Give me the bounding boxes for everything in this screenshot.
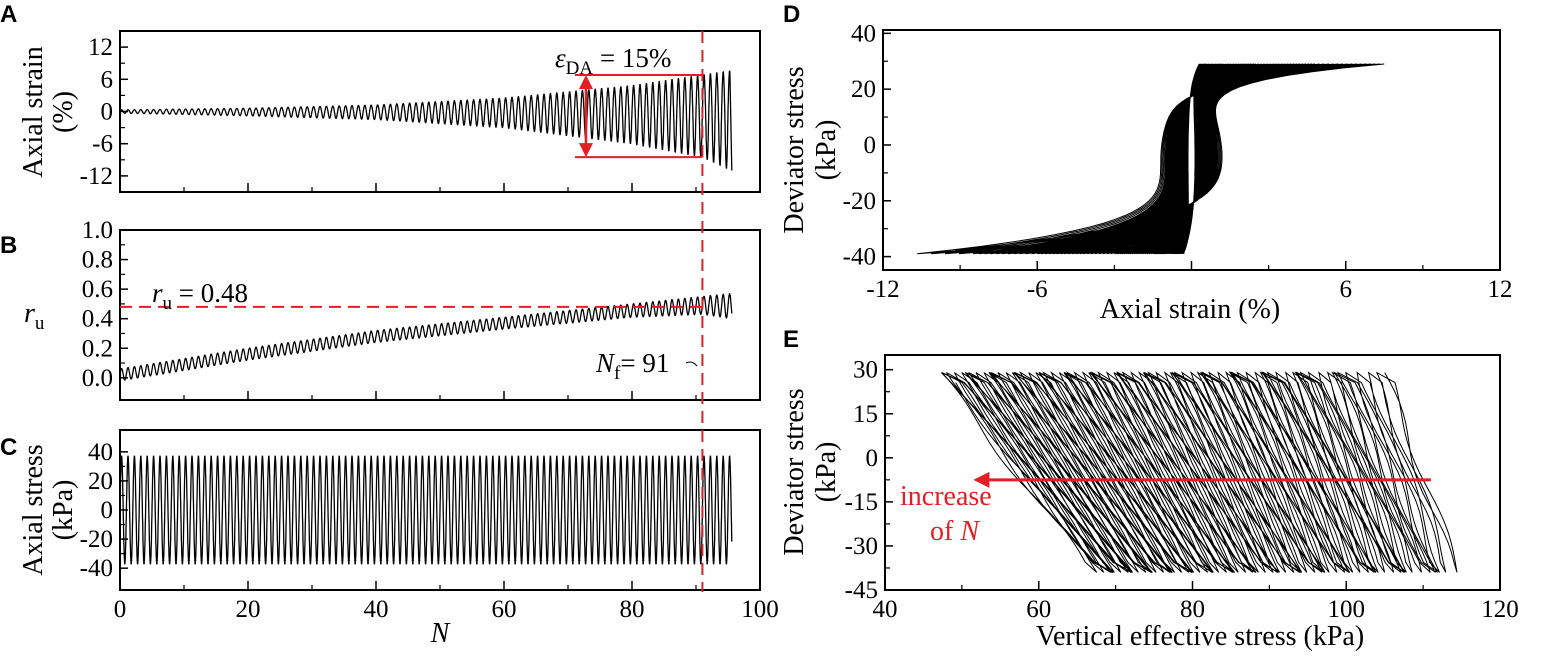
plot-frame [882,29,1501,271]
x-tick-label: 120 [1481,596,1519,623]
nf-annotation: Nf= 91 [595,348,669,384]
x-tick-label: 60 [1026,596,1051,623]
stress-strain-loops [917,63,1385,255]
symbol: r [152,278,163,308]
y-tick-label: -6 [92,131,113,158]
x-tick-label: 60 [492,596,517,623]
symbol: ε [555,43,566,73]
y-tick-label: 0 [101,99,114,126]
y-axis-label: (kPa) [811,120,842,181]
axial-strain-series [119,70,733,171]
y-axis-label: (kPa) [811,442,842,503]
y-tick-label: -30 [845,533,878,560]
nf-pointer-arrow [685,361,698,367]
y-tick-label: 6 [101,66,114,93]
pore-pressure-ratio-series [119,293,733,381]
panel-letter: E [783,326,799,353]
y-tick-label: 0.8 [82,247,113,274]
y-axis-label: (%) [48,91,79,133]
y-tick-label: -12 [80,163,113,190]
x-axis-label: N [430,618,451,649]
subscript: u [163,293,173,314]
of-text: of [930,516,960,547]
rest: = 91 [620,348,669,378]
y-axis-label: Axial stress [18,444,49,575]
x-tick-label: 20 [236,596,261,623]
y-axis-label: ru [24,298,45,334]
x-tick-label: 100 [1328,596,1366,623]
axial-stress-series [119,455,733,565]
x-tick-label: -12 [866,276,899,303]
y-axis-label: Deviator stress [779,66,810,233]
panel-letter: C [0,434,17,461]
of-n-label: of N [930,516,980,547]
n-symbol: N [959,516,980,547]
y-tick-label: 0 [866,445,879,472]
panel-letter: A [0,1,17,28]
eps-da-annotation: εDA = 15% [555,43,671,79]
panel-e: of N [884,354,1501,591]
y-axis-label: Deviator stress [779,388,810,555]
x-tick-label: 12 [1488,276,1513,303]
x-tick-label: 80 [620,596,645,623]
symbol: N [595,348,616,378]
panel-c [119,429,761,591]
y-tick-label: 40 [851,20,876,47]
y-tick-label: 0 [101,497,114,524]
subscript: f [614,363,621,384]
y-tick-label: 0.4 [82,306,114,333]
y-tick-label: -45 [845,577,878,604]
symbol: r [24,298,35,329]
panel-letter: B [0,232,17,259]
y-tick-label: -20 [843,188,876,215]
x-tick-label: -6 [1027,276,1048,303]
rest: = 0.48 [172,278,248,308]
rest: = 15% [593,43,671,73]
subscript: u [35,313,45,334]
panel-letter: D [783,1,800,28]
arrowhead-icon [973,471,990,488]
y-tick-label: 20 [851,76,876,103]
panel-a: εDA = 15% [119,30,761,193]
increase-label: increase [900,481,992,512]
x-axis-label: Axial strain (%) [1100,294,1280,325]
y-tick-label: 12 [88,34,113,61]
y-axis-label: Axial strain [18,46,49,177]
x-tick-label: 40 [364,596,389,623]
panel-d [882,29,1501,271]
x-tick-label: 6 [1340,276,1353,303]
y-tick-label: 1.0 [82,217,113,244]
y-tick-label: -40 [80,555,113,582]
x-tick-label: 100 [741,596,779,623]
y-tick-label: 0 [864,132,877,159]
effective-stress-path [941,371,1458,573]
y-axis-label: (kPa) [48,480,79,541]
y-tick-label: 15 [853,401,878,428]
y-tick-label: 0.6 [82,276,113,303]
y-tick-label: 0.2 [82,335,113,362]
y-tick-label: -20 [80,526,113,553]
x-tick-label: 80 [1180,596,1205,623]
x-tick-label: 40 [873,596,898,623]
y-tick-label: 20 [88,468,113,495]
y-tick-label: 0.0 [82,365,113,392]
x-axis-label: Vertical effective stress (kPa) [1036,621,1364,652]
y-tick-label: -15 [845,489,878,516]
y-tick-label: -40 [843,244,876,271]
subscript: DA [566,58,594,79]
y-tick-label: 40 [88,439,113,466]
x-tick-label: 0 [114,596,127,623]
y-tick-label: 30 [853,357,878,384]
ru-annotation: ru = 0.48 [152,278,248,314]
